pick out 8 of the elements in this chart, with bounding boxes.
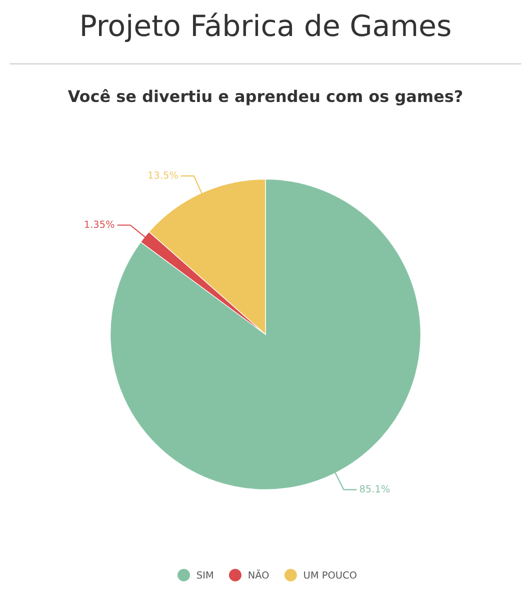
chart-title: Projeto Fábrica de Games — [82, 12, 450, 42]
legend-label: UM POUCO — [304, 571, 356, 579]
data-label: 1.35% — [84, 220, 114, 228]
data-label: 85.1% — [360, 485, 390, 492]
chart-subtitle: Você se divertiu e aprendeu com os games? — [68, 89, 462, 106]
legend-label: SIM — [197, 571, 213, 579]
data-label: 13.5% — [148, 171, 178, 179]
legend-label: NÃO — [248, 570, 269, 579]
